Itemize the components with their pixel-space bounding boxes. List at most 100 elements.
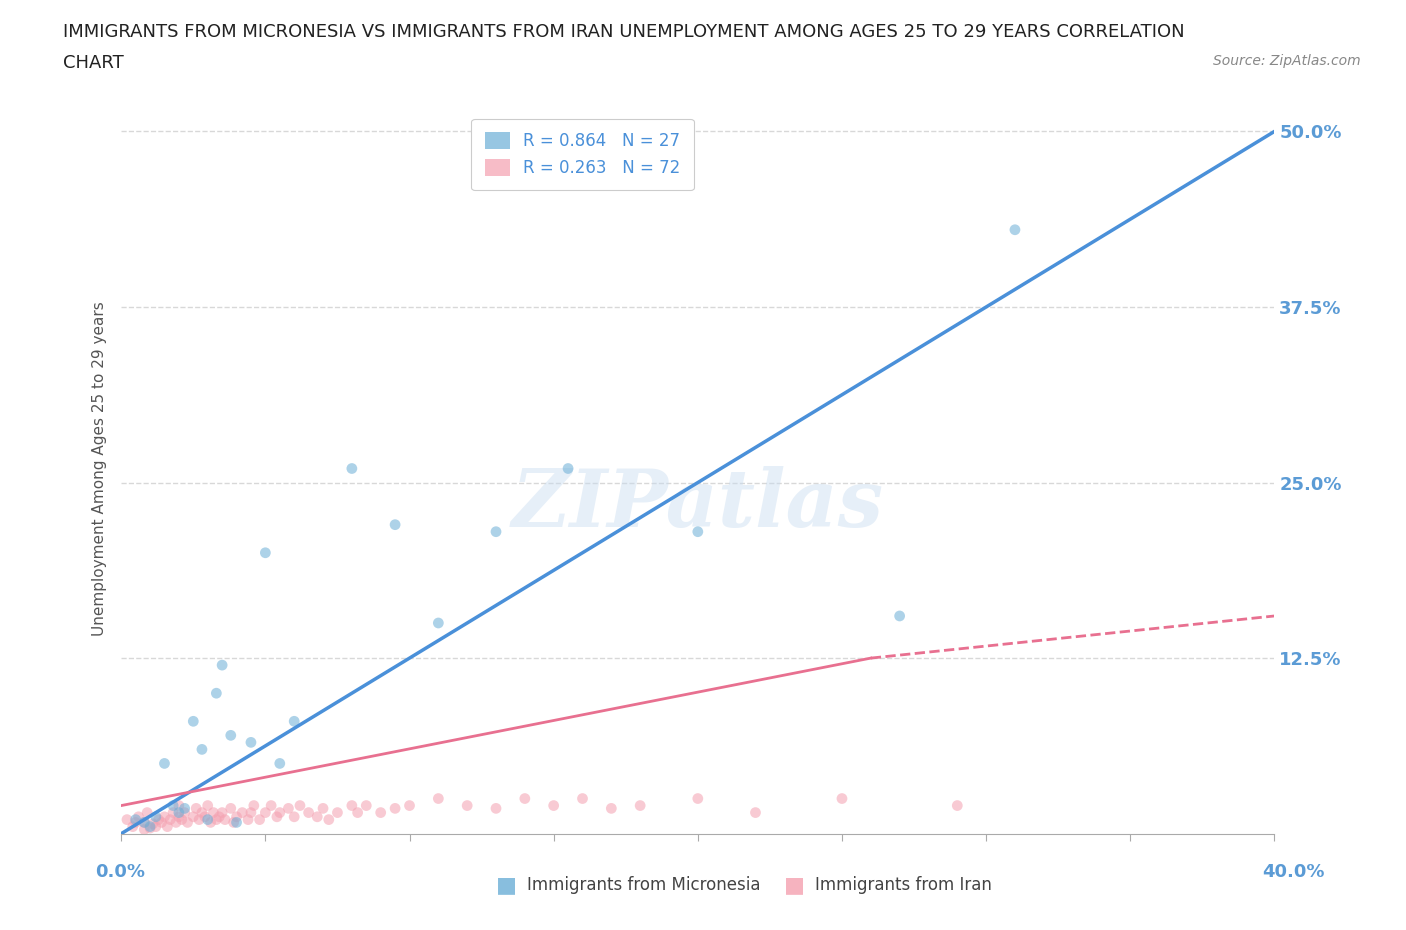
Point	[326, 805, 349, 820]
Point	[186, 801, 208, 816]
Point	[188, 812, 211, 827]
Point	[208, 809, 231, 824]
Text: ■: ■	[496, 875, 516, 896]
Point	[456, 798, 478, 813]
Point	[167, 809, 190, 824]
Point	[249, 812, 271, 827]
Point	[115, 812, 138, 827]
Point	[153, 809, 176, 824]
Point	[231, 805, 253, 820]
Point	[254, 545, 277, 560]
Point	[254, 805, 277, 820]
Text: ■: ■	[785, 875, 804, 896]
Point	[181, 714, 204, 729]
Point	[173, 801, 195, 816]
Point	[197, 812, 219, 827]
Legend: R = 0.864   N = 27, R = 0.263   N = 72: R = 0.864 N = 27, R = 0.263 N = 72	[471, 119, 693, 191]
Point	[398, 798, 420, 813]
Point	[162, 798, 184, 813]
Point	[134, 822, 156, 837]
Point	[297, 805, 319, 820]
Point	[197, 798, 219, 813]
Point	[134, 815, 156, 830]
Point	[946, 798, 969, 813]
Point	[205, 685, 228, 700]
Text: 40.0%: 40.0%	[1263, 863, 1324, 882]
Point	[225, 809, 247, 824]
Point	[312, 801, 335, 816]
Point	[134, 815, 156, 830]
Point	[543, 798, 565, 813]
Point	[205, 812, 228, 827]
Point	[513, 791, 536, 806]
Point	[239, 735, 262, 750]
Point	[831, 791, 853, 806]
Point	[236, 812, 259, 827]
Point	[202, 805, 225, 820]
Point	[571, 791, 593, 806]
Point	[159, 812, 181, 827]
Point	[239, 805, 262, 820]
Point	[162, 805, 184, 820]
Point	[139, 819, 162, 834]
Point	[427, 791, 450, 806]
Point	[340, 461, 363, 476]
Point	[214, 812, 236, 827]
Point	[173, 805, 195, 820]
Point	[222, 815, 245, 830]
Point	[128, 809, 150, 824]
Point	[384, 517, 406, 532]
Point	[283, 809, 305, 824]
Point	[288, 798, 311, 813]
Point	[277, 801, 299, 816]
Point	[356, 798, 378, 813]
Point	[136, 805, 159, 820]
Point	[124, 815, 146, 830]
Point	[485, 801, 508, 816]
Point	[191, 742, 214, 757]
Point	[167, 798, 190, 813]
Point	[121, 819, 143, 834]
Point	[266, 809, 288, 824]
Point	[167, 805, 190, 820]
Point	[557, 461, 579, 476]
Point	[139, 820, 162, 835]
Point	[156, 819, 179, 834]
Point	[150, 815, 173, 830]
Point	[485, 525, 508, 539]
Point	[686, 525, 709, 539]
Point	[269, 756, 291, 771]
Point	[219, 801, 242, 816]
Point	[269, 805, 291, 820]
Point	[145, 809, 167, 824]
Point	[283, 714, 305, 729]
Text: Immigrants from Micronesia: Immigrants from Micronesia	[527, 876, 761, 895]
Point	[318, 812, 340, 827]
Point	[1004, 222, 1026, 237]
Point	[628, 798, 651, 813]
Point	[124, 812, 146, 827]
Point	[744, 805, 766, 820]
Point	[243, 798, 266, 813]
Point	[153, 756, 176, 771]
Point	[211, 658, 233, 672]
Point	[346, 805, 368, 820]
Point	[145, 819, 167, 834]
Text: ZIPatlas: ZIPatlas	[512, 466, 884, 544]
Point	[370, 805, 392, 820]
Point	[194, 809, 217, 824]
Point	[181, 809, 204, 824]
Text: CHART: CHART	[63, 54, 124, 72]
Point	[142, 817, 165, 831]
Point	[165, 815, 187, 830]
Point	[148, 812, 170, 827]
Point	[225, 815, 247, 830]
Text: Immigrants from Iran: Immigrants from Iran	[815, 876, 993, 895]
Point	[889, 608, 911, 623]
Text: Source: ZipAtlas.com: Source: ZipAtlas.com	[1213, 54, 1361, 68]
Point	[427, 616, 450, 631]
Point	[384, 801, 406, 816]
Point	[191, 805, 214, 820]
Point	[600, 801, 623, 816]
Point	[686, 791, 709, 806]
